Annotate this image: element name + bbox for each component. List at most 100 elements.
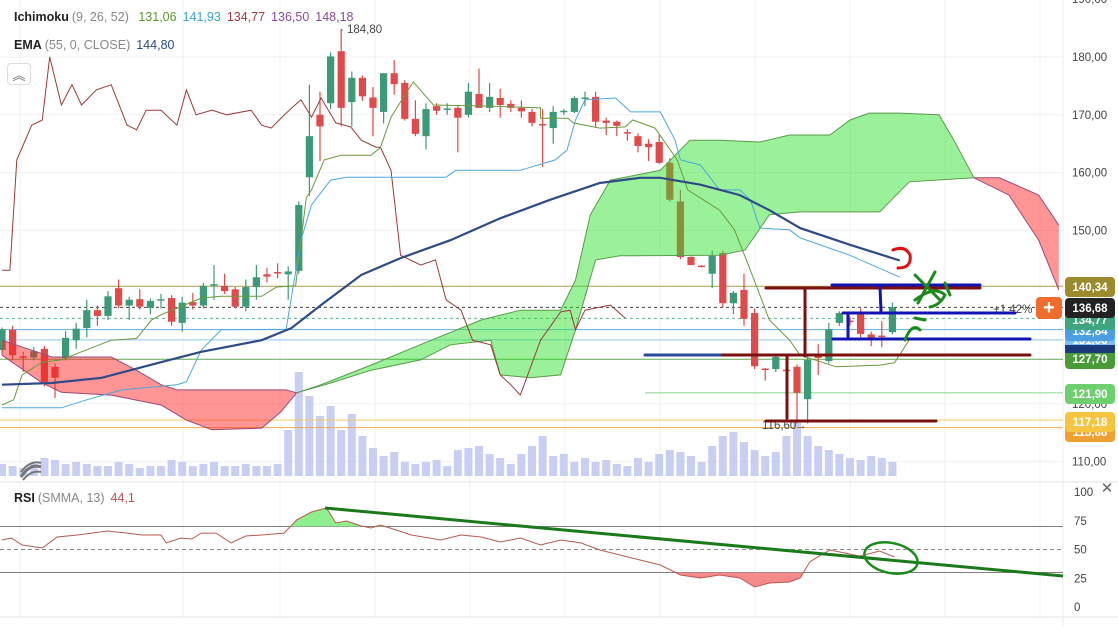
candle [358, 75, 366, 101]
candle-body [252, 277, 260, 288]
volume-bar [72, 462, 81, 476]
candle-body [284, 271, 292, 275]
span-b-value: 148,18 [315, 10, 354, 24]
candle-body [157, 299, 165, 301]
candle-body [464, 91, 472, 115]
high-marker-dot: · [340, 24, 344, 36]
volume-bar [824, 450, 833, 476]
volume-bar [146, 466, 155, 476]
candle-body [62, 337, 70, 359]
candle-body [40, 348, 48, 382]
volume-bar [697, 462, 706, 476]
volume-bar [506, 464, 515, 476]
candle [549, 106, 557, 144]
ema-line [1, 176, 901, 386]
candle-body [687, 256, 695, 266]
candle [464, 83, 472, 118]
candle [40, 346, 48, 387]
candle-body [369, 97, 377, 108]
candle [570, 96, 578, 114]
volume-bar [665, 450, 674, 476]
candle-body [729, 292, 737, 304]
candle [804, 354, 812, 424]
candle-body [751, 313, 759, 367]
volume-bar [432, 460, 441, 476]
candle [284, 266, 292, 300]
candle [698, 265, 706, 268]
price-tag[interactable]: 117,18 [1065, 412, 1115, 432]
volume-bar [167, 460, 176, 476]
candle [199, 282, 207, 309]
close-pane-button[interactable]: ✕ [1099, 480, 1115, 497]
candle-body [676, 201, 684, 257]
collapse-legend-button[interactable]: ︽ [7, 63, 31, 85]
volume-bar [835, 454, 844, 476]
volume-bar [104, 466, 112, 476]
cloud-span-edge [1, 339, 297, 394]
candle-body [454, 107, 462, 118]
candle [178, 296, 186, 332]
volume-bar [135, 468, 144, 476]
price-tag[interactable]: 136,68 [1065, 298, 1115, 318]
candle-body [814, 356, 822, 358]
volume-bar [443, 466, 452, 476]
candle [51, 363, 59, 399]
candle [825, 322, 833, 364]
candle [146, 298, 154, 315]
candle-body [422, 109, 430, 137]
candle-body [539, 124, 547, 126]
candle-body [867, 334, 875, 338]
candle [72, 322, 80, 349]
candle [793, 364, 801, 424]
candle-body [634, 136, 642, 147]
ichimoku-legend[interactable]: Ichimoku (9, 26, 52) 131,06 141,93 134,77 13… [14, 10, 360, 24]
volume-bar [252, 466, 261, 476]
volume-bar [708, 446, 717, 476]
candle-body [761, 368, 769, 371]
candle [19, 351, 27, 373]
candle-body [51, 366, 59, 378]
candle-body [358, 77, 366, 97]
price-tag[interactable]: 140,34 [1065, 277, 1115, 297]
price-tag[interactable]: 127,70 [1065, 349, 1115, 369]
candle [157, 293, 165, 309]
price-tag[interactable]: 121,90 [1065, 384, 1115, 404]
candle-body [772, 356, 780, 370]
volume-bar [750, 450, 759, 476]
volume-bar [729, 432, 738, 476]
candle-body [178, 302, 186, 323]
candle-body [708, 255, 716, 274]
volume-bar [634, 458, 642, 476]
rsi-axis-tick: 0 [1074, 602, 1080, 614]
candle-body [549, 111, 557, 129]
ema-value: 144,80 [136, 38, 175, 52]
candle-body [592, 96, 600, 122]
candle-body [305, 136, 313, 178]
cloud-span-edge [973, 177, 1060, 291]
candle [751, 308, 759, 370]
chikou-value: 134,77 [226, 10, 266, 24]
drawn-circle-mark [891, 246, 912, 270]
ichimoku-params: (9, 26, 52) [71, 10, 129, 24]
price-axis-tick: 180,00 [1072, 52, 1107, 64]
candles [0, 29, 896, 424]
plus-icon: + [1043, 296, 1055, 319]
candle [422, 103, 430, 150]
ema-params: (55, 0, CLOSE) [44, 38, 131, 52]
candle [528, 109, 536, 127]
kijun-line [2, 97, 901, 409]
candle [401, 80, 409, 121]
candle [348, 71, 356, 127]
candle-body [146, 300, 154, 308]
rsi-legend[interactable]: RSI (SMMA, 13) 44,1 [14, 491, 141, 505]
candle [761, 367, 769, 381]
add-order-button[interactable]: + [1036, 297, 1062, 319]
ema-legend[interactable]: EMA (55, 0, CLOSE) 144,80 [14, 38, 180, 52]
volume-bar [464, 448, 473, 476]
candle-body [486, 96, 494, 108]
candle-body [804, 359, 812, 400]
candle-body [411, 118, 419, 134]
volume-bar [570, 462, 579, 476]
volume-bar [740, 442, 748, 476]
